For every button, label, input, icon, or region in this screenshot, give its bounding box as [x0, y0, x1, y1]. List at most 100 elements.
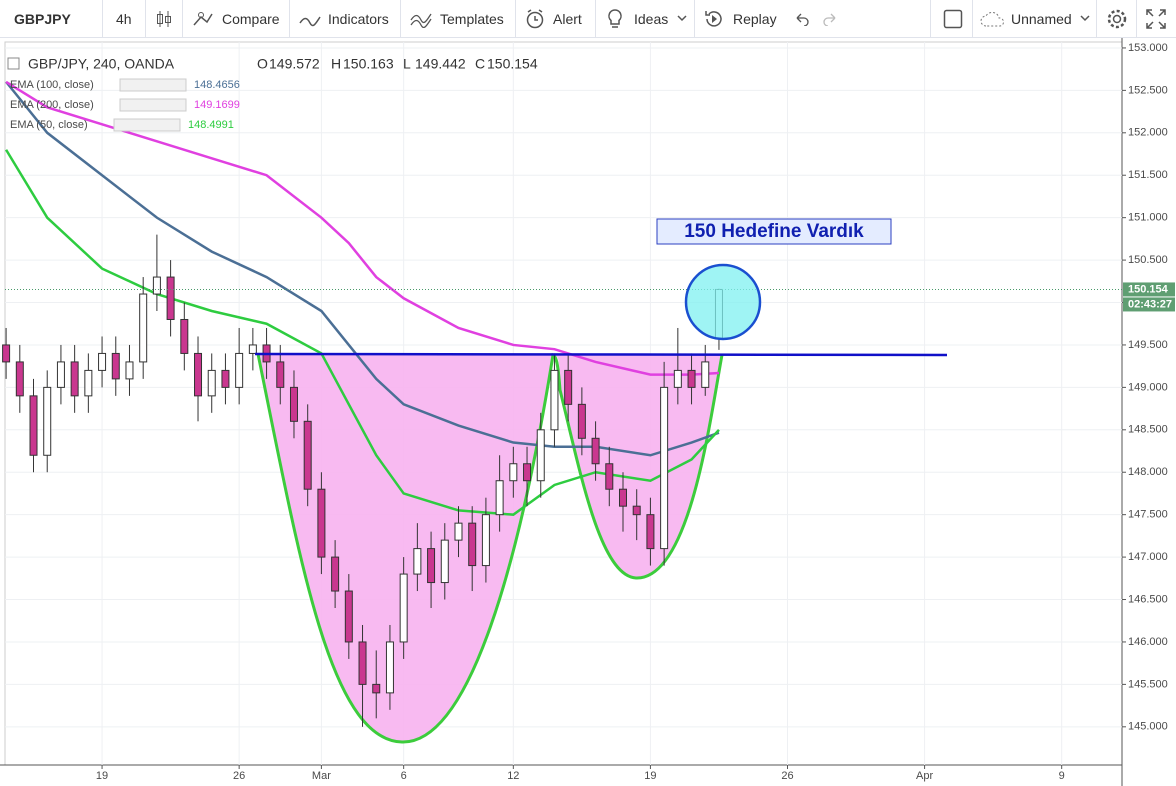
candle-body: [413, 548, 422, 575]
alert-button[interactable]: Alert: [553, 11, 582, 27]
candle-body: [98, 352, 107, 371]
candle-body: [564, 369, 573, 405]
y-tick-label: 152.500: [1128, 84, 1168, 96]
ema-line: [5, 149, 720, 516]
y-tick-label: 149.000: [1128, 381, 1168, 393]
chart: 150 Hedefine Vardık GBP/JPY, 240, OANDA …: [0, 38, 1175, 786]
x-tick-label: Apr: [916, 770, 933, 782]
candle-body: [591, 437, 600, 465]
undo-redo[interactable]: [794, 12, 838, 26]
candle-body: [29, 395, 38, 456]
candle-body: [618, 488, 627, 507]
chart-style-icon[interactable]: [156, 10, 172, 28]
indicators-icon[interactable]: [299, 10, 321, 28]
ohlc-label: L: [403, 56, 411, 72]
layout-name[interactable]: Unnamed: [1011, 11, 1072, 27]
annotation-box: [656, 218, 892, 245]
y-tick-label: 151.500: [1128, 169, 1168, 181]
indicator-value: 148.4991: [188, 119, 234, 131]
compare-icon[interactable]: [192, 10, 214, 28]
select-icon[interactable]: [943, 9, 963, 29]
candle-body: [495, 480, 504, 516]
ohlc-value: 149.572: [269, 56, 320, 72]
legend: O 149.572 H 150.163 L 149.442 C 150.154 EMA (100…: [10, 56, 538, 132]
candle-body: [550, 369, 559, 431]
ideas-icon[interactable]: [606, 8, 624, 30]
cloud-icon[interactable]: [980, 10, 1006, 28]
ema-line: [5, 81, 720, 457]
ideas-caret[interactable]: [677, 15, 687, 23]
settings-icon[interactable]: [1106, 8, 1128, 30]
replay-button[interactable]: Replay: [733, 11, 777, 27]
ideas-button[interactable]: Ideas: [634, 11, 669, 27]
layout-caret[interactable]: [1080, 15, 1090, 23]
ohlc-label: C: [475, 56, 485, 72]
y-tick-label: 147.000: [1128, 551, 1168, 563]
candle-body: [289, 386, 298, 422]
templates-icon[interactable]: [410, 10, 432, 28]
candle-body: [660, 386, 669, 550]
x-tick-label: 12: [507, 770, 519, 782]
y-tick-label: 148.500: [1128, 424, 1168, 436]
ohlc-label: H: [331, 56, 341, 72]
candle-body: [440, 539, 449, 584]
candle-body: [84, 369, 93, 397]
last-price-label: 150.154: [1128, 283, 1169, 295]
indicators-button[interactable]: Indicators: [328, 11, 389, 27]
y-tick-label: 151.000: [1128, 212, 1168, 224]
candle-body: [276, 361, 285, 388]
chart-title: GBP/JPY, 240, OANDA: [28, 56, 175, 72]
candle-body: [577, 403, 586, 439]
candle-body: [427, 548, 436, 584]
candle-body: [701, 361, 710, 388]
x-tick-label: 19: [96, 770, 108, 782]
candle-body: [111, 352, 120, 380]
ohlc-value: 149.442: [415, 56, 466, 72]
collapse-icon[interactable]: [7, 57, 20, 70]
alert-icon[interactable]: [524, 8, 546, 30]
candle-body: [385, 641, 394, 694]
countdown-box: [1123, 297, 1175, 312]
indicator-value: 149.1699: [194, 99, 240, 111]
indicator-name: EMA (200, close): [10, 99, 94, 111]
templates-button[interactable]: Templates: [440, 11, 504, 27]
symbol[interactable]: GBPJPY: [14, 11, 71, 27]
fullscreen-icon[interactable]: [1146, 9, 1166, 29]
candle-body: [468, 522, 477, 567]
compare-button[interactable]: Compare: [222, 11, 280, 27]
candle-body: [673, 369, 682, 388]
candle-body: [56, 361, 65, 388]
indicator-controls: [119, 78, 187, 92]
candle-body: [303, 420, 312, 490]
x-tick-label: 9: [1059, 770, 1065, 782]
y-tick-label: 153.000: [1128, 42, 1168, 54]
candle-body: [687, 369, 696, 388]
candle-body: [70, 361, 79, 397]
candle-body: [221, 369, 230, 388]
y-tick-label: 145.000: [1128, 721, 1168, 733]
replay-icon[interactable]: [703, 8, 725, 30]
y-tick-label: 150.500: [1128, 254, 1168, 266]
neckline: [254, 352, 948, 357]
indicator-name: EMA (100, close): [10, 79, 94, 91]
candle-body: [207, 369, 216, 397]
candle-body: [235, 352, 244, 388]
annotation: 150 Hedefine Vardık: [684, 221, 864, 242]
candle-body: [139, 293, 148, 363]
indicator-controls: [113, 118, 181, 132]
candle-body: [632, 505, 641, 516]
y-tick-label: 146.000: [1128, 636, 1168, 648]
candle-body: [194, 352, 203, 397]
interval[interactable]: 4h: [116, 11, 132, 27]
candle-body: [454, 522, 463, 541]
y-tick-label: 148.000: [1128, 466, 1168, 478]
candle-body: [372, 683, 381, 694]
candle-body: [523, 463, 532, 482]
candle-body: [152, 276, 161, 295]
marks: [2, 80, 1122, 727]
target-circle: [684, 263, 762, 341]
candle-body: [358, 641, 367, 685]
indicator-name: EMA (50, close): [10, 119, 88, 131]
grid: [0, 38, 1126, 786]
